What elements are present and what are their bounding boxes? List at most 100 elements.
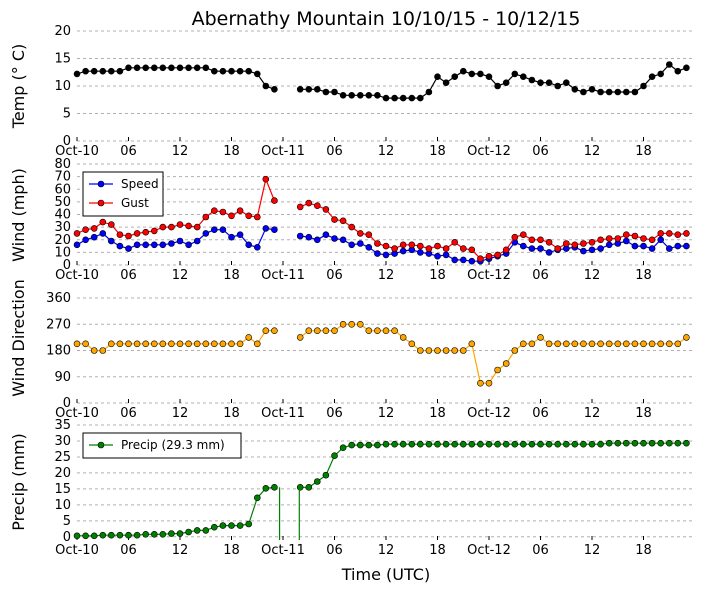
wind-data-point xyxy=(631,242,639,250)
temp-data-point xyxy=(622,88,630,96)
precip-data-point xyxy=(605,439,613,447)
wind-data-point xyxy=(554,245,562,252)
temp-data-point xyxy=(434,73,441,80)
temp-data-point xyxy=(211,67,218,75)
wind-data-point xyxy=(219,226,227,233)
panel-temp: 0 5 10 15 20 Oct-10 06 12 18 Oct-11 06 12 18 Oct-12 06… xyxy=(9,24,695,159)
precip-data-point xyxy=(271,483,278,491)
wind-data-point xyxy=(580,247,587,255)
wind-data-point xyxy=(73,230,81,237)
precip-data-point xyxy=(416,440,424,448)
precip-x-tick-label: 12 xyxy=(172,543,189,558)
wind-data-point xyxy=(168,240,175,247)
precip-data-point xyxy=(459,440,467,448)
wind-data-point xyxy=(391,245,398,252)
wind-data-point xyxy=(142,241,149,249)
direction-data-point xyxy=(451,347,459,354)
direction-data-point xyxy=(382,327,390,335)
wind-legend-label: Gust xyxy=(121,196,149,210)
precip-data-point xyxy=(519,440,527,448)
precip-data-point xyxy=(648,439,656,447)
direction-data-point xyxy=(193,340,201,348)
direction-data-point xyxy=(468,340,476,348)
precip-data-point xyxy=(468,440,476,448)
temp-data-point xyxy=(442,79,450,86)
wind-data-point xyxy=(416,249,424,256)
direction-data-point xyxy=(674,340,682,348)
x-axis-label: Time (UTC) xyxy=(341,565,430,584)
wind-x-tick-label: 18 xyxy=(635,268,652,283)
wind-legend-label: Speed xyxy=(121,177,159,191)
wind-data-point xyxy=(571,241,579,249)
direction-data-point xyxy=(322,327,330,335)
direction-y-tick-label: 0 xyxy=(63,396,71,411)
temp-data-point xyxy=(648,73,656,80)
temp-data-point xyxy=(399,94,407,102)
temp-data-point xyxy=(468,70,476,78)
precip-data-point xyxy=(494,440,501,448)
wind-data-point xyxy=(459,245,467,252)
direction-data-point xyxy=(665,340,673,348)
temp-y-tick-label: 15 xyxy=(54,52,71,67)
direction-data-point xyxy=(219,340,227,348)
precip-data-point xyxy=(193,527,201,534)
temp-data-point xyxy=(356,92,364,99)
wind-x-tick-label: Oct-10 xyxy=(55,268,99,283)
wind-data-point xyxy=(99,230,107,237)
wind-data-point xyxy=(176,221,184,228)
temp-data-point xyxy=(245,67,252,75)
precip-y-tick-label: 15 xyxy=(54,482,71,497)
temp-data-point xyxy=(580,88,587,96)
temp-data-point xyxy=(99,67,107,75)
temp-data-point xyxy=(151,64,158,72)
wind-y-tick-label: 40 xyxy=(54,208,71,223)
wind-data-point xyxy=(116,231,124,238)
precip-data-point xyxy=(640,439,647,447)
wind-x-tick-label: 12 xyxy=(584,268,601,283)
precip-data-point xyxy=(133,531,141,539)
direction-data-point xyxy=(622,340,630,348)
precip-data-point xyxy=(511,440,519,448)
temp-data-point xyxy=(519,73,527,80)
wind-data-point xyxy=(416,242,424,250)
wind-data-point xyxy=(159,223,167,231)
wind-data-point xyxy=(185,222,192,230)
wind-data-point xyxy=(511,233,519,241)
temp-x-tick-label: 18 xyxy=(223,144,240,159)
wind-x-tick-label: 12 xyxy=(172,268,189,283)
temp-y-tick-label: 5 xyxy=(63,107,71,122)
direction-data-point xyxy=(211,340,218,348)
temp-data-point xyxy=(168,64,175,72)
precip-data-point xyxy=(528,440,536,448)
wind-data-point xyxy=(519,231,527,238)
temp-y-tick-label: 10 xyxy=(54,79,71,94)
temp-x-tick-label: Oct-11 xyxy=(261,144,305,159)
precip-data-point xyxy=(159,530,167,538)
temp-data-point xyxy=(262,82,270,90)
precip-x-tick-label: Oct-12 xyxy=(467,543,511,558)
precip-data-point xyxy=(399,440,407,448)
wind-data-point xyxy=(451,239,459,246)
precip-data-point xyxy=(202,527,210,534)
wind-data-point xyxy=(151,227,158,235)
direction-data-point xyxy=(399,334,407,341)
wind-data-point xyxy=(459,256,467,264)
wind-data-point xyxy=(99,218,107,226)
temp-data-point xyxy=(657,70,665,78)
direction-y-tick-label: 180 xyxy=(46,344,71,359)
direction-x-tick-label: 06 xyxy=(326,406,343,421)
wind-data-point xyxy=(151,241,158,249)
wind-x-tick-label: 06 xyxy=(532,268,549,283)
precip-data-point xyxy=(82,532,89,540)
wind-data-point xyxy=(605,235,613,242)
wind-data-point xyxy=(545,239,553,246)
direction-y-axis-label: Wind Direction xyxy=(9,279,28,397)
precip-data-point xyxy=(322,471,330,479)
temp-data-point xyxy=(537,79,544,86)
wind-data-point xyxy=(640,242,647,250)
wind-data-point xyxy=(356,230,364,237)
precip-x-tick-label: 06 xyxy=(120,543,137,558)
temp-data-point xyxy=(305,86,313,93)
wind-data-point xyxy=(674,242,682,250)
wind-data-point xyxy=(399,241,407,249)
